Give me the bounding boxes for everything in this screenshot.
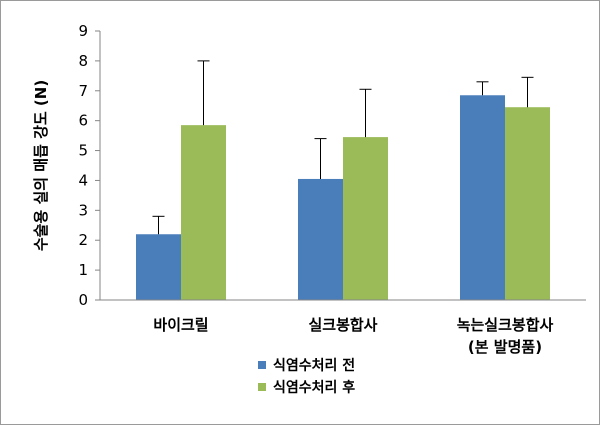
legend-label: 식염수처리 전	[273, 357, 355, 374]
bars	[136, 60, 550, 301]
legend-swatch	[258, 383, 266, 391]
bar	[343, 137, 388, 300]
x-tick-label: (본 발명품)	[468, 338, 542, 356]
y-tick-label: 0	[78, 291, 88, 309]
y-tick-label: 3	[78, 201, 88, 219]
y-tick-label: 8	[78, 52, 88, 70]
y-axis-label-group: 수술용 실의 매듭 강도 (N)	[32, 80, 50, 251]
bar	[460, 95, 505, 300]
y-axis: 0 1 2 3 4 5 6 7 8 9	[78, 22, 101, 309]
legend-swatch	[258, 361, 266, 369]
y-axis-label: 수술용 실의 매듭 강도 (N)	[32, 80, 50, 251]
bar	[298, 178, 343, 300]
y-tick-label: 5	[78, 142, 88, 160]
bar	[136, 234, 181, 300]
x-tick-label: 실크봉합사	[308, 316, 377, 334]
y-tick-label: 7	[78, 82, 88, 100]
x-tick-label: 녹는실크봉합사	[457, 316, 554, 334]
x-axis: 바이크릴 실크봉합사 녹는실크봉합사 (본 발명품)	[100, 299, 586, 356]
bar	[505, 107, 550, 300]
x-tick-label: 바이크릴	[153, 316, 208, 334]
y-tick-label: 1	[78, 261, 88, 279]
y-tick-label: 9	[78, 22, 88, 40]
y-tick-label: 6	[78, 112, 88, 130]
legend-label: 식염수처리 후	[273, 380, 355, 396]
y-tick-label: 2	[78, 231, 88, 249]
y-tick-label: 4	[78, 171, 88, 189]
bar	[181, 125, 226, 301]
